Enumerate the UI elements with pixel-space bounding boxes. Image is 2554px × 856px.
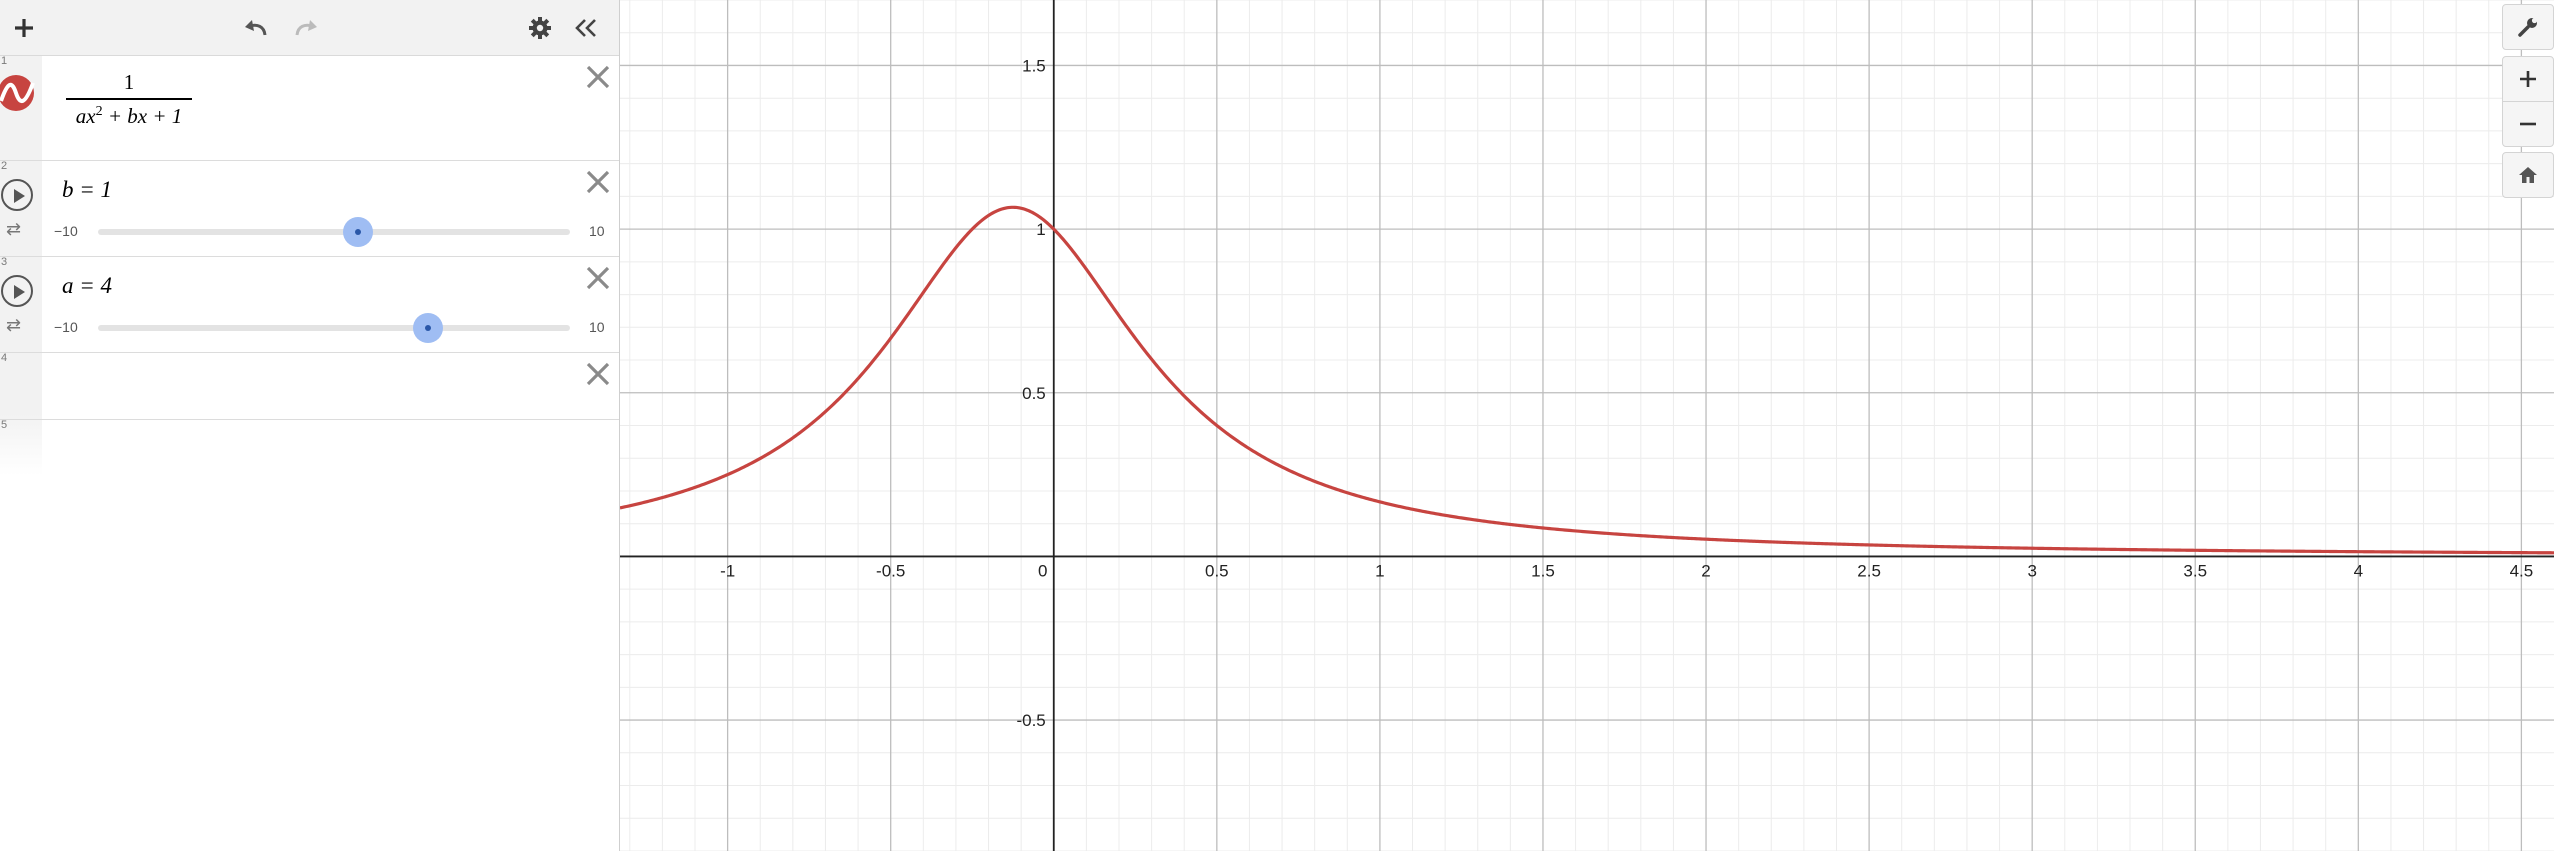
close-icon — [586, 170, 610, 194]
undo-button[interactable] — [234, 0, 278, 55]
double-chevron-left-icon — [575, 18, 596, 37]
redo-icon — [295, 19, 317, 35]
zoom-out-button[interactable] — [2502, 101, 2554, 147]
expression-row-slider-a[interactable]: 3 ⇄ a = 4 −10 10 — [0, 256, 619, 353]
formula-denominator: ax2 + bx + 1 — [66, 104, 192, 129]
slider-label[interactable]: b = 1 — [62, 177, 113, 202]
loop-icon[interactable]: ⇄ — [6, 219, 22, 239]
add-expression-button[interactable] — [2, 0, 46, 55]
x-tick-label: 1.5 — [1531, 561, 1555, 580]
close-icon — [586, 266, 610, 290]
expression-row-empty[interactable]: 4 — [0, 352, 619, 420]
denominator-exponent: 2 — [95, 103, 103, 119]
expression-index: 5 — [1, 419, 8, 431]
gear-icon — [529, 16, 551, 39]
close-icon — [586, 65, 610, 89]
expression-index: 3 — [1, 256, 8, 268]
y-tick-label: 1.5 — [1022, 56, 1046, 75]
expression-row-function[interactable]: 1 1 ax2 + bx + 1 — [0, 55, 619, 161]
y-tick-label: -0.5 — [1016, 711, 1045, 730]
zoom-in-icon — [2520, 71, 2536, 87]
y-tick-label: 1 — [1036, 220, 1045, 239]
delete-expression-button[interactable] — [585, 64, 611, 90]
delete-expression-button[interactable] — [585, 265, 611, 291]
function-formula[interactable]: 1 ax2 + bx + 1 — [66, 70, 192, 129]
graph-paper[interactable]: -1 -0.5 0 0.5 1 1.5 2 2.5 3 3.5 4 4.5 1.5 1 0.5 -0.5 — [619, 0, 2554, 852]
plus-icon — [15, 18, 33, 37]
formula-numerator: 1 — [123, 70, 135, 94]
delete-expression-button[interactable] — [585, 361, 611, 387]
expression-gutter — [0, 56, 42, 476]
slider-label[interactable]: a = 4 — [62, 273, 113, 298]
x-tick-label: 3 — [2027, 561, 2036, 580]
expression-panel: 1 1 ax2 + bx + 1 2 ⇄ b = 1 −10 10 3 — [0, 0, 620, 851]
x-tick-label: 0 — [1038, 561, 1047, 580]
slider-track[interactable] — [98, 325, 570, 331]
loop-icon[interactable]: ⇄ — [6, 315, 22, 335]
graph-settings-button[interactable] — [2502, 4, 2554, 50]
x-tick-label: -1 — [720, 561, 735, 580]
fraction-bar — [66, 98, 192, 100]
denominator-ax: ax — [75, 103, 96, 128]
x-tick-label: 3.5 — [2183, 561, 2207, 580]
slider-min[interactable]: −10 — [54, 223, 78, 239]
x-tick-label: 2 — [1701, 561, 1710, 580]
y-tick-label: 0.5 — [1022, 384, 1046, 403]
play-animation-button[interactable] — [1, 275, 33, 307]
function-curve[interactable] — [619, 205, 2554, 555]
slider-max[interactable]: 10 — [589, 319, 605, 335]
default-viewport-button[interactable] — [2502, 152, 2554, 198]
expression-row-slider-b[interactable]: 2 ⇄ b = 1 −10 10 — [0, 160, 619, 257]
home-icon — [2519, 167, 2537, 183]
graph-color-icon[interactable] — [0, 73, 36, 118]
close-icon — [586, 362, 610, 386]
slider-track[interactable] — [98, 229, 570, 235]
x-tick-label: 1 — [1375, 561, 1384, 580]
collapse-panel-button[interactable] — [564, 0, 608, 55]
slider-handle[interactable] — [413, 313, 444, 343]
x-tick-label: 2.5 — [1857, 561, 1881, 580]
zoom-out-icon — [2520, 122, 2536, 126]
x-tick-label: 4.5 — [2510, 561, 2534, 580]
expression-index: 2 — [1, 160, 8, 172]
x-tick-label: 0.5 — [1205, 561, 1229, 580]
undo-icon — [245, 19, 267, 35]
expression-toolbar — [0, 0, 619, 56]
redo-button[interactable] — [284, 0, 328, 55]
graph-canvas[interactable]: -1 -0.5 0 0.5 1 1.5 2 2.5 3 3.5 4 4.5 1.5 1 0.5 -0.5 — [619, 0, 2554, 852]
expression-index: 1 — [1, 55, 8, 67]
slider-max[interactable]: 10 — [589, 223, 605, 239]
play-animation-button[interactable] — [1, 179, 33, 211]
x-tick-label: 4 — [2354, 561, 2363, 580]
slider-handle[interactable] — [342, 217, 373, 247]
expression-row-new[interactable]: 5 — [0, 419, 619, 480]
expression-index: 4 — [1, 352, 8, 364]
denominator-rest: + bx + 1 — [102, 103, 183, 128]
x-tick-label: -0.5 — [876, 561, 905, 580]
settings-button[interactable] — [518, 0, 562, 55]
delete-expression-button[interactable] — [585, 169, 611, 195]
zoom-in-button[interactable] — [2502, 56, 2554, 102]
wrench-icon — [2518, 17, 2538, 37]
slider-min[interactable]: −10 — [54, 319, 78, 335]
